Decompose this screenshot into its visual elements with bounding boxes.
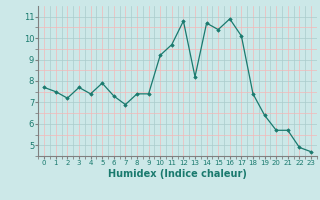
X-axis label: Humidex (Indice chaleur): Humidex (Indice chaleur)	[108, 169, 247, 179]
